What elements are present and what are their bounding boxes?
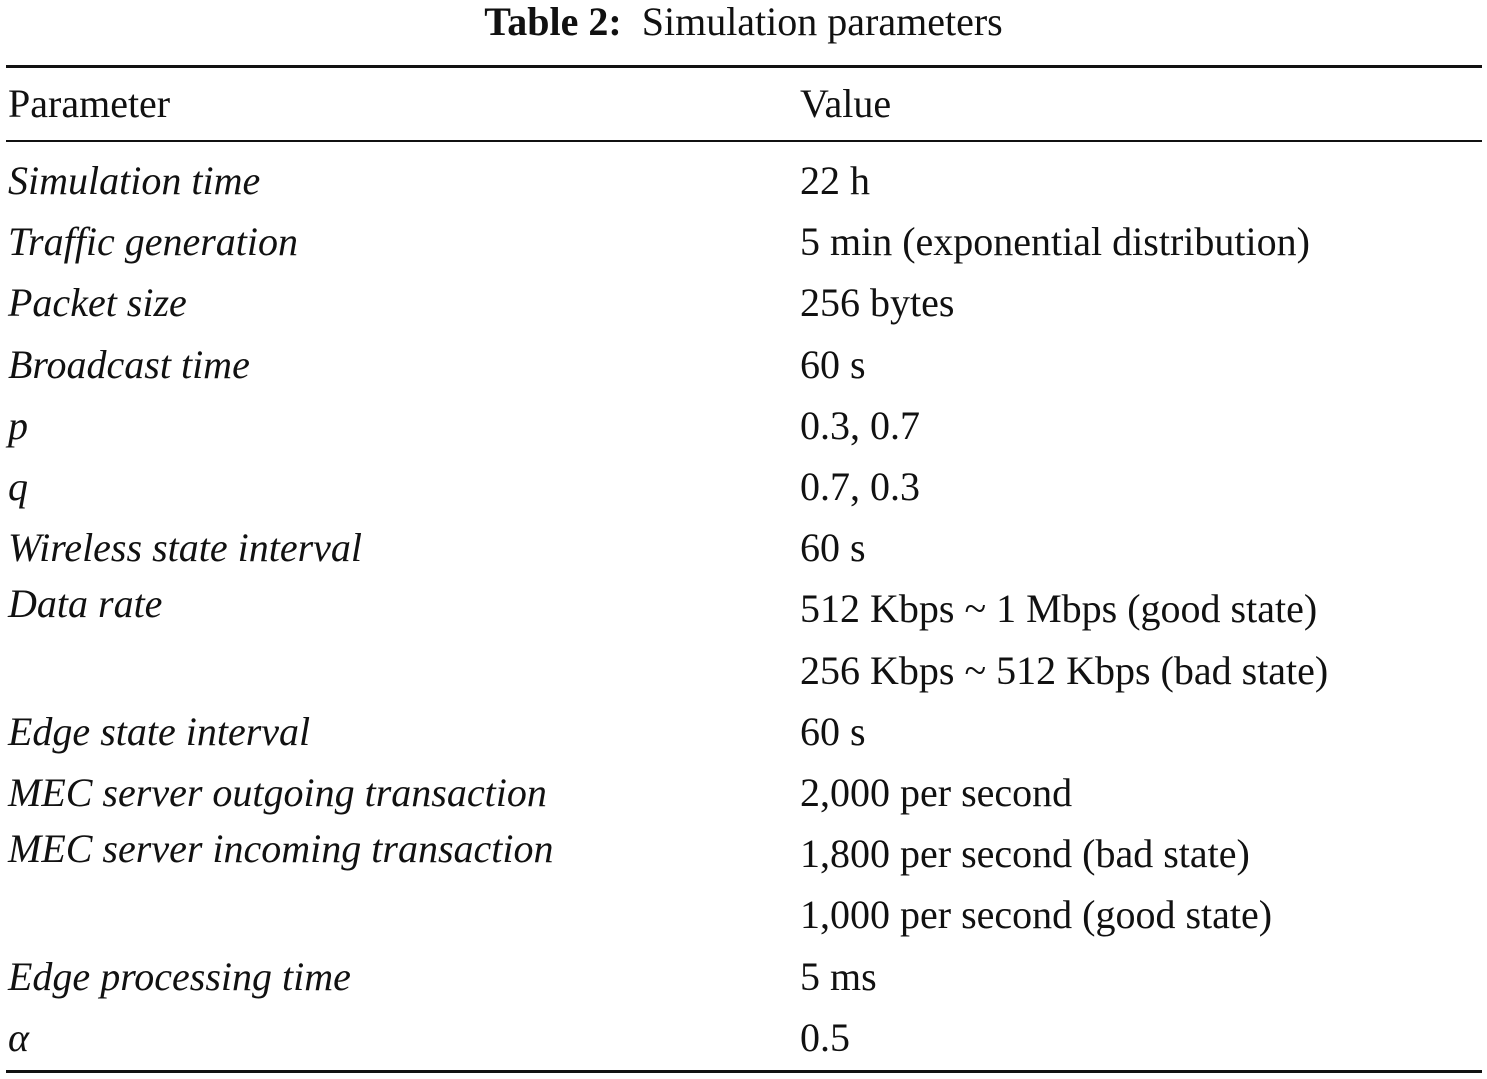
value-cell: 2,000 per second — [800, 770, 1073, 815]
parameter-cell: q — [8, 464, 28, 509]
parameter-cell: MEC server incoming transaction — [8, 826, 554, 872]
parameter-cell: α — [8, 1014, 29, 1060]
value-cell: 60 s — [800, 525, 866, 571]
parameter-cell: MEC server outgoing transaction — [8, 770, 547, 815]
value-cell: 0.3, 0.7 — [800, 402, 920, 448]
value-cell: 1,800 per second (bad state) — [800, 831, 1250, 877]
header-rule — [6, 140, 1482, 142]
parameter-cell: Wireless state interval — [8, 525, 363, 571]
parameter-cell: Broadcast time — [8, 341, 250, 387]
value-cell: 60 s — [800, 708, 866, 754]
caption-title: Simulation parameters — [641, 0, 1003, 44]
parameter-cell: Edge processing time — [8, 953, 351, 999]
parameter-cell: Packet size — [8, 280, 187, 326]
parameter-cell: Edge state interval — [8, 708, 311, 754]
parameter-cell: Data rate — [8, 581, 163, 627]
value-cell: 0.5 — [800, 1014, 850, 1060]
value-cell: 60 s — [800, 341, 866, 387]
caption: Table 2: Simulation parameters — [0, 0, 1487, 46]
value-cell: 256 Kbps ~ 512 Kbps (bad state) — [800, 647, 1329, 693]
value-cell: 22 h — [800, 158, 870, 203]
value-cell: 1,000 per second (good state) — [800, 892, 1273, 938]
value-cell: 512 Kbps ~ 1 Mbps (good state) — [800, 586, 1318, 632]
value-cell: 5 min (exponential distribution) — [800, 219, 1310, 265]
value-cell: 256 bytes — [800, 280, 955, 326]
header-cell: Parameter — [8, 81, 171, 126]
caption-label: Table 2: — [484, 0, 622, 44]
header-cell: Value — [800, 81, 892, 126]
value-cell: 5 ms — [800, 953, 877, 999]
bottom-rule — [6, 1070, 1482, 1073]
top-rule — [6, 65, 1482, 68]
parameter-cell: Simulation time — [8, 158, 261, 203]
parameter-cell: p — [8, 402, 28, 448]
value-cell: 0.7, 0.3 — [800, 464, 920, 509]
parameter-cell: Traffic generation — [8, 219, 298, 265]
